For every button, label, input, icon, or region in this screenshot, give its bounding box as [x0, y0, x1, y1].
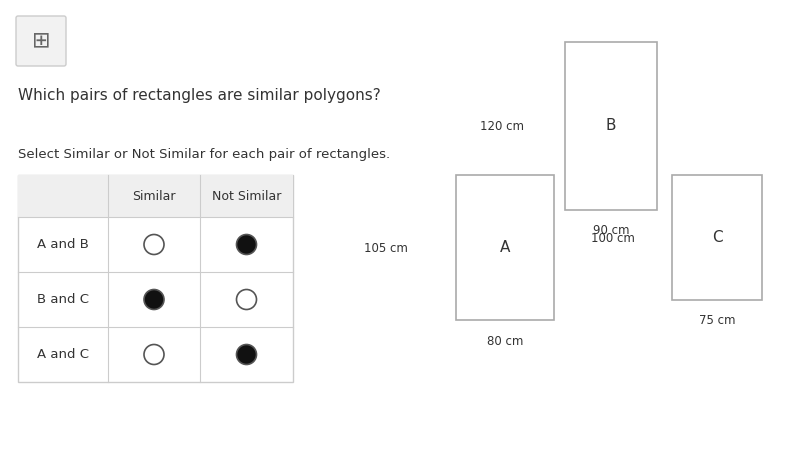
Text: Similar: Similar	[132, 190, 176, 202]
Text: C: C	[712, 230, 722, 245]
Bar	[672, 175, 762, 300]
Bar	[18, 175, 293, 382]
Circle shape	[144, 345, 164, 364]
Circle shape	[236, 345, 257, 364]
Bar	[565, 42, 657, 210]
Text: Select Similar or Not Similar for each pair of rectangles.: Select Similar or Not Similar for each p…	[18, 148, 390, 161]
Text: Not Similar: Not Similar	[212, 190, 281, 202]
Text: 100 cm: 100 cm	[591, 231, 635, 245]
Text: B and C: B and C	[37, 293, 89, 306]
Circle shape	[236, 290, 257, 309]
Text: 80 cm: 80 cm	[487, 335, 523, 348]
FancyBboxPatch shape	[16, 16, 66, 66]
Text: A and B: A and B	[37, 238, 89, 251]
Bar	[18, 175, 293, 217]
Circle shape	[144, 235, 164, 254]
Text: A: A	[500, 240, 510, 255]
Text: ⊞: ⊞	[31, 31, 50, 51]
Text: 90 cm: 90 cm	[593, 224, 630, 237]
Text: 105 cm: 105 cm	[364, 241, 408, 254]
Circle shape	[144, 290, 164, 309]
Text: B: B	[606, 118, 616, 134]
Text: Which pairs of rectangles are similar polygons?: Which pairs of rectangles are similar po…	[18, 88, 381, 103]
Circle shape	[236, 235, 257, 254]
Text: 75 cm: 75 cm	[699, 314, 736, 327]
Text: A and C: A and C	[37, 348, 89, 361]
Bar	[456, 175, 554, 320]
Text: 120 cm: 120 cm	[480, 119, 524, 133]
